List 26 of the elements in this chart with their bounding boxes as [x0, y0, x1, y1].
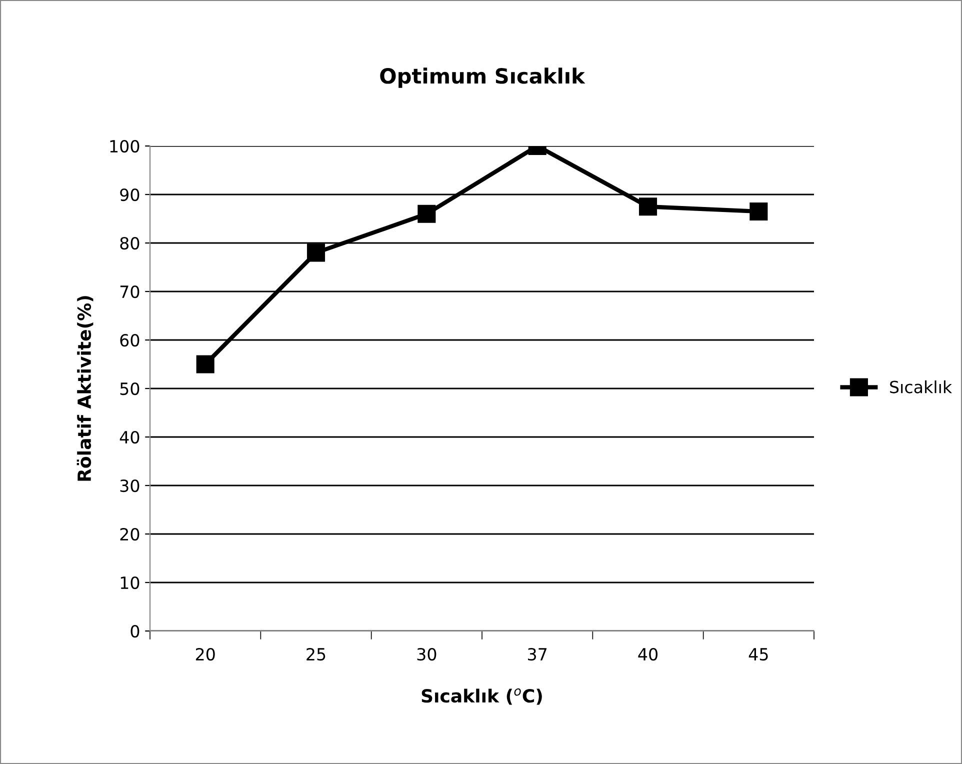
point — [306, 244, 326, 262]
x-tick-label: 45 — [748, 648, 768, 661]
point — [418, 204, 436, 223]
x-tick-label: 37 — [528, 648, 547, 661]
y-tick-label: 50 — [120, 382, 140, 396]
chart-title: Optimum Sıcaklık — [380, 68, 586, 88]
y-axis-title: Rölatif Aktivite(%) — [76, 296, 94, 481]
y-tick-label: 40 — [120, 430, 140, 444]
y-tick-label: 70 — [120, 285, 140, 298]
y-tick-label: 10 — [120, 576, 140, 590]
y-tick-label: 90 — [120, 188, 140, 202]
y-tick-label: 30 — [120, 479, 140, 492]
y-tick-label: 60 — [120, 334, 140, 347]
point — [196, 355, 214, 374]
x-axis-title: Sıcaklık ($^{o}$C) — [422, 688, 542, 705]
x-tick-label: 30 — [417, 648, 436, 661]
x-tick-label: 25 — [306, 648, 326, 661]
point — [750, 202, 768, 221]
x-tick-label: 20 — [196, 648, 215, 661]
y-tick-label: 20 — [120, 528, 140, 541]
y-tick-label: 100 — [110, 140, 140, 153]
legend-label: Sıcaklık — [890, 380, 952, 394]
x-tick-label: 40 — [638, 648, 658, 661]
y-tick-label: 0 — [130, 624, 140, 638]
point — [638, 198, 658, 216]
y-tick-label: 80 — [120, 236, 140, 250]
